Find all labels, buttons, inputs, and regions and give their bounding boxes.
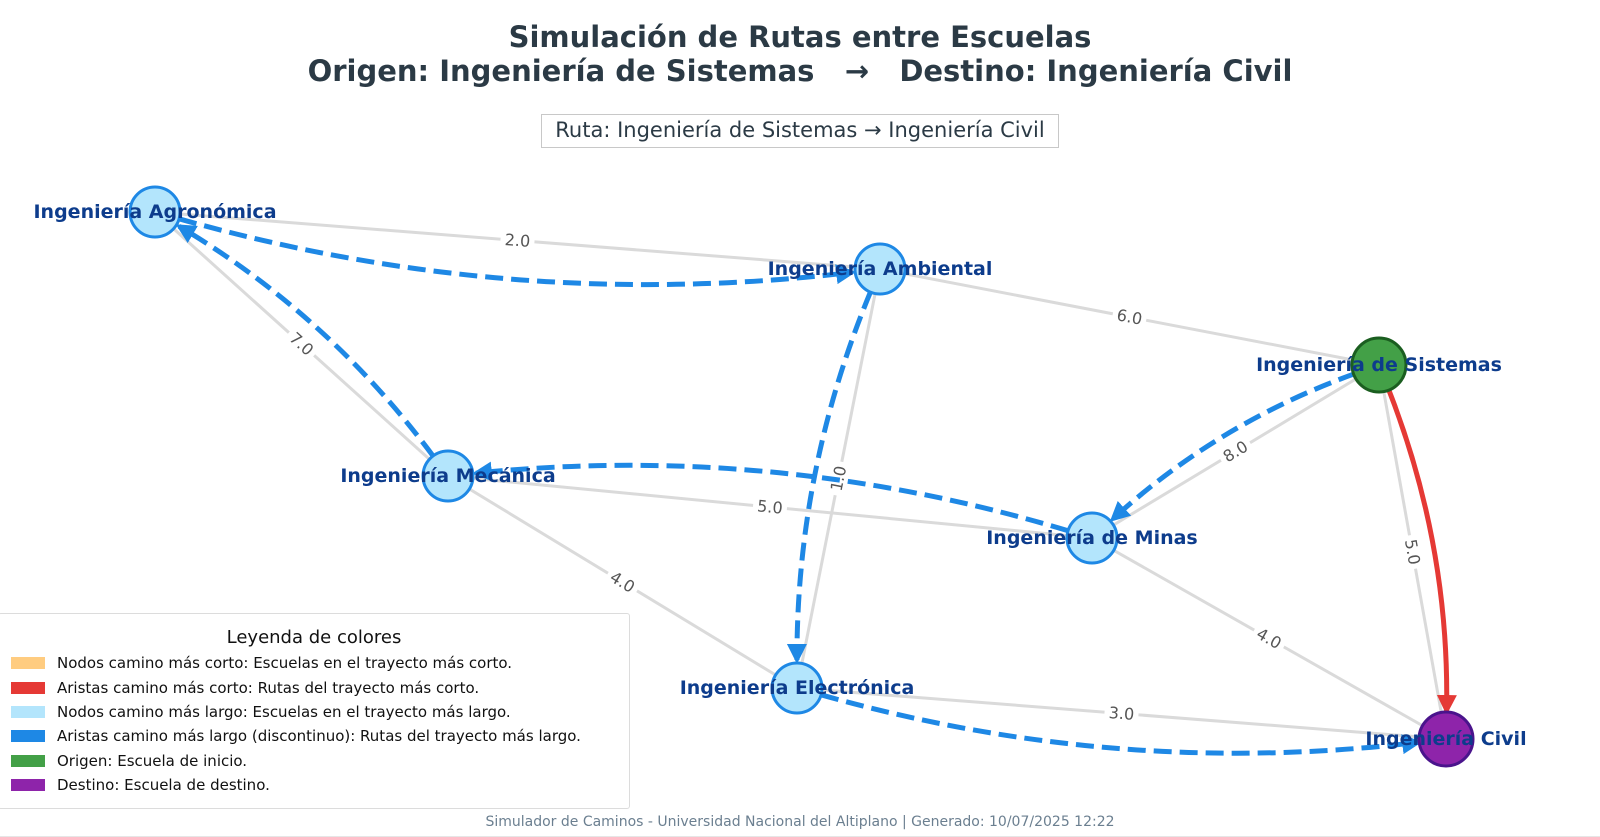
edge-weight-bg [1398,533,1427,571]
node-electronica [770,661,824,715]
legend-swatch [11,705,45,718]
longest-path-edge [820,692,1423,756]
node-label-electronica: Ingeniería Electrónica [680,677,915,699]
node-minas [1065,511,1119,565]
legend-title: Leyenda de colores [226,627,402,648]
nodes [128,185,1475,768]
legend-label: Origen: Escuela de inicio. [57,751,248,770]
longest-path-edge [175,224,436,458]
legend-item: Aristas camino más corto: Rutas del tray… [0,675,629,699]
legend-swatch [11,681,45,694]
node-label-agronomica: Ingeniería Agronómica [33,201,276,223]
legend-swatch [11,730,45,743]
legend-item: Aristas camino más largo (discontinuo): … [0,724,629,748]
edge-weight-bg [499,228,536,253]
node-label-mecanica: Ingeniería Mecánica [340,465,555,487]
legend-item: Destino: Escuela de destino. [0,773,629,797]
node-ambiental [853,242,907,296]
legend-label: Destino: Escuela de destino. [57,776,270,795]
edge-weight-bg [1248,620,1290,657]
legend-label: Aristas camino más corto: Rutas del tray… [57,678,480,697]
node-label-minas: Ingeniería de Minas [986,527,1198,549]
node-label-sistemas: Ingeniería de Sistemas [1256,354,1502,376]
legend-label: Nodos camino más largo: Escuelas en el t… [57,702,511,721]
edge-weight-label: 5.0 [756,496,783,517]
longest-path-edge [178,216,857,288]
color-legend: Leyenda de colores Nodos camino más cort… [0,613,630,809]
edge-weights: 2.07.06.01.05.04.08.05.04.03.0 [281,228,1427,726]
node-labels: Ingeniería Agronómica Ingeniería Ambienta… [33,201,1526,750]
legend-swatch [11,754,45,767]
longest-path-edge [471,461,1069,534]
longest-path-edge [1109,371,1357,522]
edge-weight-label: 5.0 [1401,538,1424,566]
node-mecanica [421,449,475,503]
node-label-civil: Ingeniería Civil [1365,728,1526,750]
legend-item: Nodos camino más corto: Escuelas en el t… [0,651,629,675]
edge-weight-label: 3.0 [1108,703,1135,724]
legend-label: Aristas camino más largo (discontinuo): … [57,727,581,746]
edge-weight-bg [602,563,643,601]
path-edges [175,216,1457,756]
longest-path-edge [786,291,873,664]
node-agronomica [128,185,182,239]
edge-weight-bg [1110,302,1149,332]
legend-swatch [11,657,45,670]
legend-item: Origen: Escuela de inicio. [0,749,629,773]
node-sistemas [1350,336,1408,394]
node-civil [1417,710,1475,768]
edge-weight-bg [1215,433,1256,470]
title-line-2: Origen: Ingeniería de Sistemas → Destino… [307,54,1293,88]
edge-weight-bg [1103,701,1140,726]
node-label-ambiental: Ingeniería Ambiental [768,258,993,280]
edge-weight-bg [752,494,788,520]
title-line-1: Simulación de Rutas entre Escuelas [508,20,1092,54]
edge-weight-bg [281,324,322,364]
route-box: Ruta: Ingeniería de Sistemas → Ingenierí… [541,114,1059,148]
legend-label: Nodos camino más corto: Escuelas en el t… [57,654,513,673]
legend-item: Nodos camino más largo: Escuelas en el t… [0,700,629,724]
footer: Simulador de Caminos - Universidad Nacio… [485,814,1115,830]
legend-swatch [11,779,45,792]
edge-weight-label: 2.0 [504,230,531,251]
shortest-path-edge [1385,387,1457,716]
edge-weight-label: 6.0 [1115,305,1144,328]
